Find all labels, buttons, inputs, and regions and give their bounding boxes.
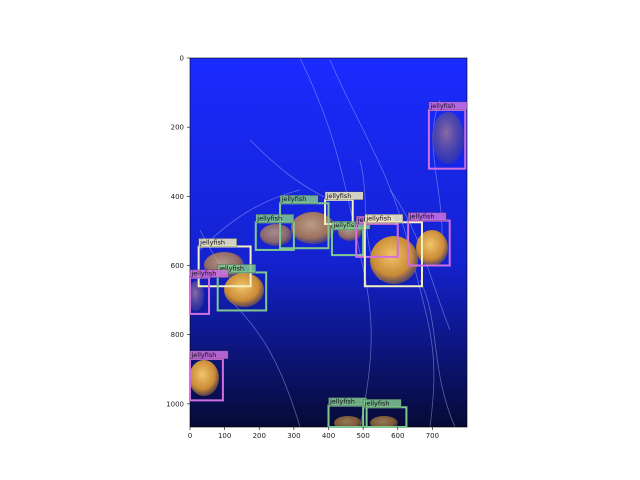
detection-label: jellyfish xyxy=(191,351,217,359)
y-tick-label: 1000 xyxy=(166,400,184,408)
detection-label-bg xyxy=(189,269,229,278)
detection-label-bg xyxy=(255,214,295,223)
detection-label-bg xyxy=(331,221,371,230)
detection-box: jellyfish xyxy=(216,264,268,312)
detection-label-bg xyxy=(198,238,237,247)
detection-label: jellyfish xyxy=(326,192,352,200)
x-tick-label: 600 xyxy=(391,432,404,440)
detection-box: jellyfish xyxy=(189,269,229,315)
detection-label: jellyfish xyxy=(218,264,244,272)
x-tick-label: 300 xyxy=(287,432,300,440)
detection-label-bg xyxy=(217,264,256,273)
detection-box: jellyfish xyxy=(427,101,468,170)
detection-box: jellyfish xyxy=(189,350,229,402)
x-tick-label: 700 xyxy=(426,432,439,440)
detection-label: jellyfish xyxy=(429,102,455,110)
detection-label-bg xyxy=(189,350,229,360)
detection-label: jellyfish xyxy=(329,398,355,406)
detection-label: jellyfish xyxy=(281,195,307,203)
detection-label: jellyfish xyxy=(332,221,358,229)
detection-label: jellyfish xyxy=(256,214,282,222)
detection-box: jellyfish xyxy=(407,212,451,267)
detection-label-bg xyxy=(324,191,364,200)
x-tick-label: 200 xyxy=(253,432,266,440)
y-tick-label: 200 xyxy=(171,124,184,132)
x-axis: 0 100 200 300 400 500 600 700 xyxy=(188,427,439,440)
y-tick-label: 400 xyxy=(171,193,184,201)
detection-label: jellyfish xyxy=(365,214,391,222)
detection-label-bg xyxy=(428,101,468,111)
detection-label: jellyfish xyxy=(409,213,435,221)
detection-boxes: jellyfishjellyfishjellyfishjellyfishjell… xyxy=(189,101,468,428)
x-tick-label: 500 xyxy=(356,432,369,440)
y-tick-label: 0 xyxy=(180,55,184,63)
detection-box: jellyfish xyxy=(330,221,371,257)
detection-label-bg xyxy=(279,195,319,204)
x-tick-label: 0 xyxy=(188,432,192,440)
detection-label: jellyfish xyxy=(199,238,225,246)
detection-label-bg xyxy=(364,214,404,223)
detection-label: jellyfish xyxy=(191,270,217,278)
detection-label-bg xyxy=(362,399,402,408)
x-tick-label: 400 xyxy=(322,432,335,440)
detection-box: jellyfish xyxy=(254,214,295,251)
detection-label: jellyfish xyxy=(364,399,390,407)
detection-box: jellyfish xyxy=(363,214,423,288)
x-tick-label: 100 xyxy=(218,432,231,440)
detection-label-bg xyxy=(407,212,447,221)
detection-box: jellyfish xyxy=(279,195,330,250)
y-tick-label: 800 xyxy=(171,331,184,339)
y-axis: 0 200 400 600 800 1000 xyxy=(166,55,190,408)
y-tick-label: 600 xyxy=(171,262,184,270)
detection-box: jellyfish xyxy=(362,399,408,428)
